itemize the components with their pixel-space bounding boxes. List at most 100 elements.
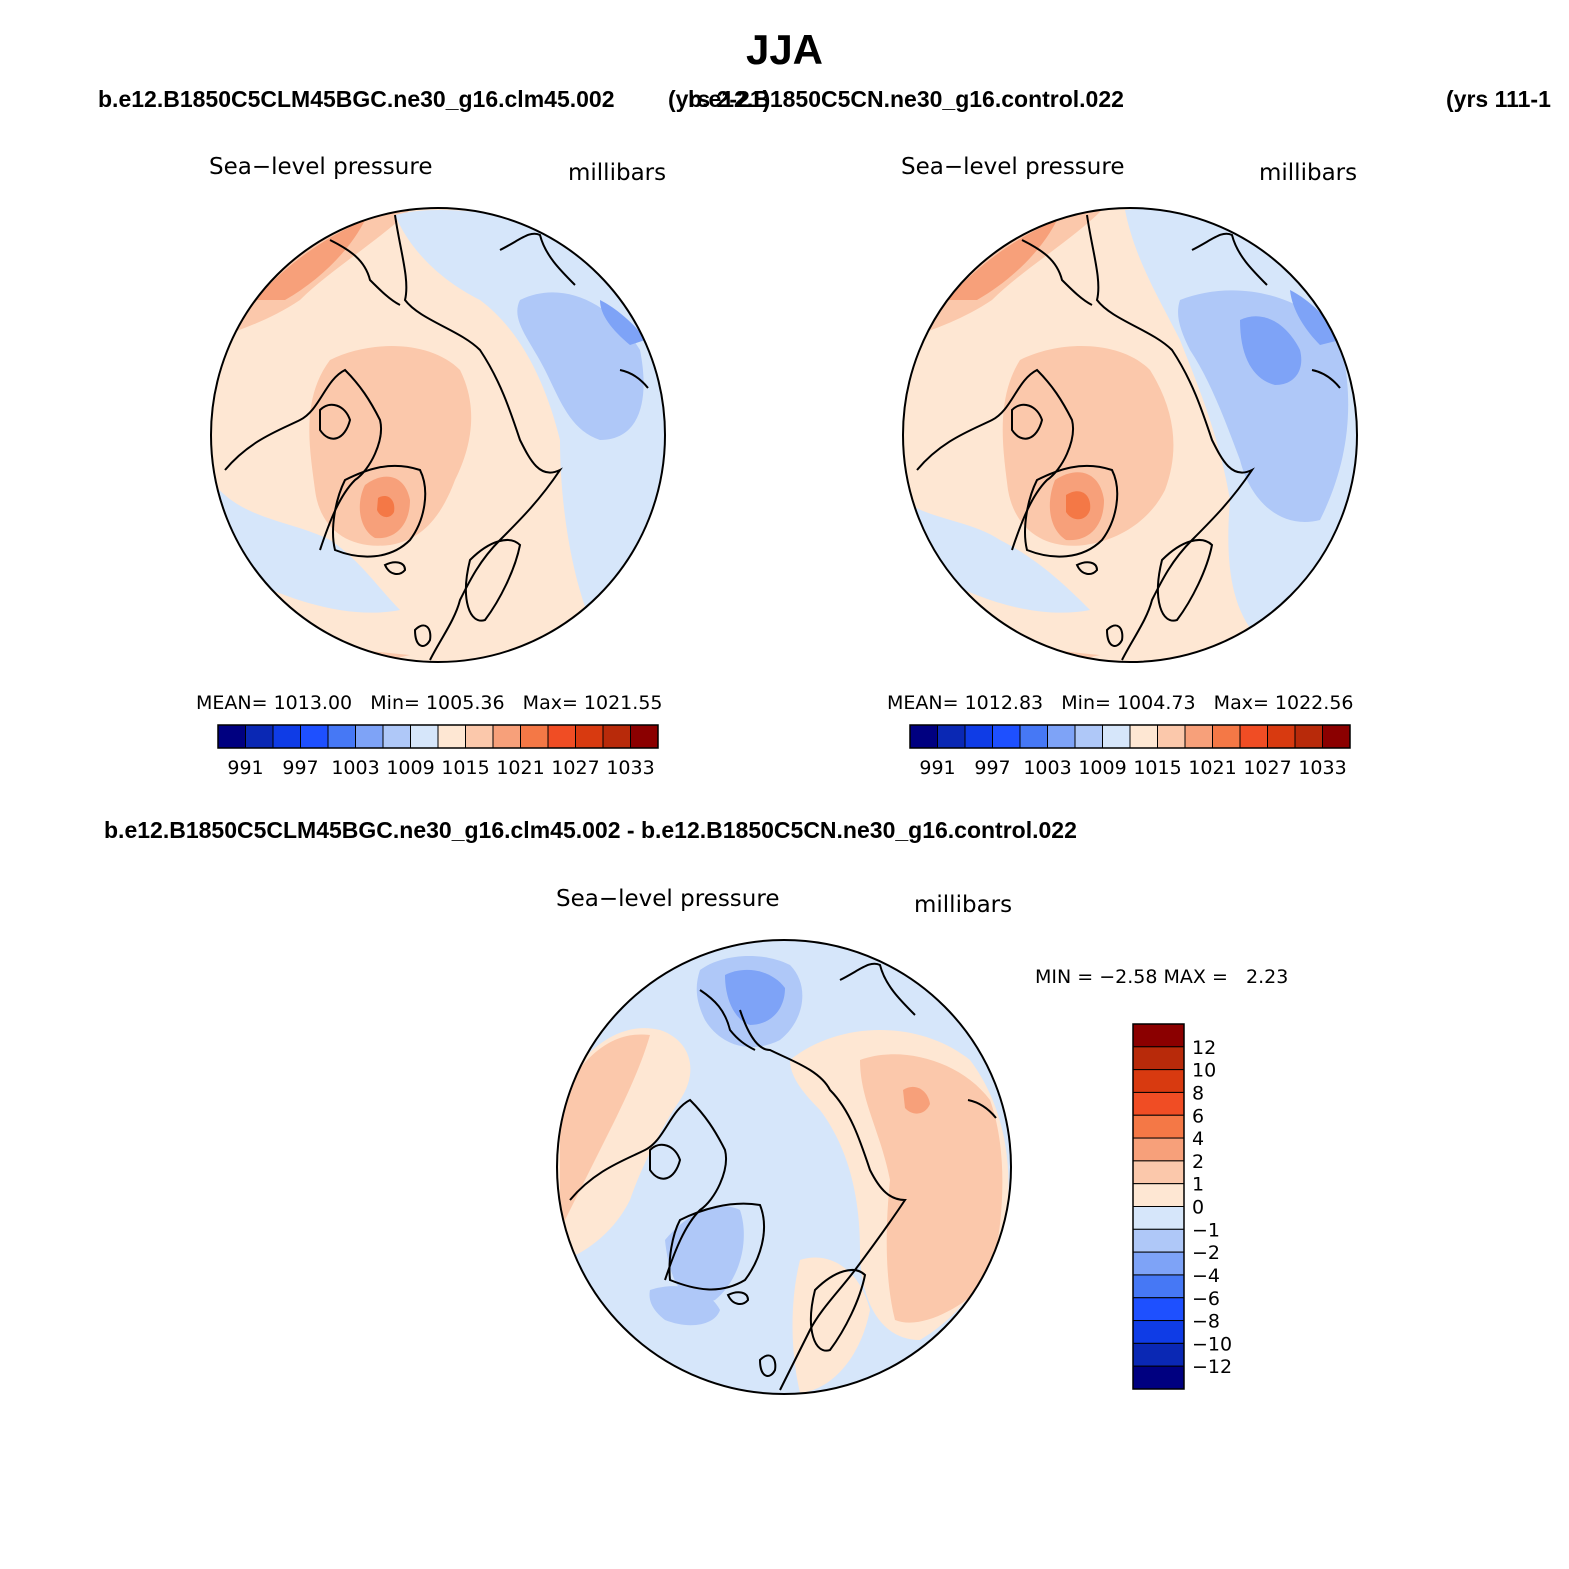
panel1-coast-okhotsk xyxy=(619,369,649,389)
panel3-colorbar-tick-label: 8 xyxy=(1192,1082,1204,1104)
panel3-coast-america xyxy=(569,1098,727,1281)
panel3-min-label: MIN = xyxy=(1035,966,1094,988)
panel2-map xyxy=(903,208,1357,662)
panel3-colorbar-swatch xyxy=(1132,1320,1185,1344)
panel1-units: millibars xyxy=(568,160,667,186)
panel1-colorbar-swatch xyxy=(327,724,356,749)
panel2-colorbar-swatch xyxy=(1129,724,1158,749)
panel3-colorbar-tick-label: 12 xyxy=(1192,1037,1216,1059)
panel2-variable-title: Sea−level pressure xyxy=(901,154,1125,180)
panel3-coast-eurasia xyxy=(739,1009,907,1391)
panel1-colorbar-swatch xyxy=(520,724,549,749)
panel1-coast-uk xyxy=(413,624,432,647)
panel3-map-border xyxy=(556,939,1012,1395)
panel3-coast-baffin xyxy=(649,1143,682,1180)
panel3-negative-atlantic xyxy=(649,1286,720,1326)
panel2-low-siberia-deep xyxy=(1240,316,1302,385)
case-b-label: b.e12.B1850C5CN.ne30_g16.control.022 xyxy=(688,86,1124,112)
panel3-coast-kamchatka xyxy=(839,962,916,1016)
panel1-colorbar-swatch xyxy=(410,724,439,749)
panel2-colorbar-tick-label: 1015 xyxy=(1133,757,1181,779)
panel3-colorbar-swatch xyxy=(1132,1160,1185,1185)
panel2-colorbar: 991 997 1003 1009 1015 1021 1027 1033 xyxy=(909,724,1351,779)
panel3-colorbar-tick-label: 4 xyxy=(1192,1128,1204,1150)
case-a-label: b.e12.B1850C5CLM45BGC.ne30_g16.clm45.002 xyxy=(98,86,615,112)
panel3-positive-europe xyxy=(792,1257,870,1393)
panel1-colorbar-tick-label: 991 xyxy=(227,757,263,779)
panel3-colorbar-swatch xyxy=(1132,1342,1185,1367)
panel3-max-value: 2.23 xyxy=(1246,966,1289,988)
panel3-positive-east-peak xyxy=(903,1086,930,1114)
panel1-coast-iceland xyxy=(383,561,407,575)
panel3-coast-iceland xyxy=(726,1291,750,1305)
panel1-colorbar-swatch xyxy=(547,724,576,749)
panel2-colorbar-swatch xyxy=(1184,724,1213,749)
panel2-mean-label: MEAN= xyxy=(887,692,959,714)
panel3-coast-scandinavia xyxy=(809,1269,867,1352)
panel3-colorbar-tick-label: 6 xyxy=(1192,1105,1204,1127)
panel2-high-pacific-core xyxy=(947,220,1057,300)
panel3-colorbar-tick-label: 0 xyxy=(1192,1197,1204,1219)
panel1-colorbar-tick-label: 997 xyxy=(282,757,318,779)
panel3-colorbar-swatch xyxy=(1132,1228,1185,1253)
panel1-low-siberia-core xyxy=(517,292,644,440)
panel1-variable-title: Sea−level pressure xyxy=(209,154,433,180)
difference-label: b.e12.B1850C5CLM45BGC.ne30_g16.clm45.002… xyxy=(104,817,1077,843)
panel3-max-label: MAX = xyxy=(1163,966,1228,988)
panel1-coast-kamchatka xyxy=(499,232,576,286)
panel1-colorbar-frame xyxy=(217,724,659,749)
panel3-colorbar-swatch xyxy=(1132,1137,1185,1162)
panel1-max-label: Max= xyxy=(522,692,578,714)
panel3-coast-alaska xyxy=(699,989,756,1051)
panel1-colorbar-tick-label: 1021 xyxy=(496,757,544,779)
page-title: JJA xyxy=(745,26,824,73)
panel3-colorbar-tick-label: −10 xyxy=(1192,1333,1232,1355)
panel2-coast-kamchatka xyxy=(1191,232,1268,286)
panel3-colorbar-tick-label: −6 xyxy=(1192,1288,1220,1310)
panel3-colorbar-swatch xyxy=(1132,1297,1185,1322)
panel2-colorbar-tick-label: 997 xyxy=(974,757,1010,779)
panel3-colorbar-swatch xyxy=(1132,1046,1185,1071)
panel3-colorbar-tick-label: 10 xyxy=(1192,1060,1216,1082)
panel2-colorbar-tick-label: 1033 xyxy=(1298,757,1346,779)
panel1-colorbar-swatch xyxy=(630,724,659,749)
panel2-colorbar-tick-label: 1003 xyxy=(1023,757,1071,779)
panel1-colorbar-swatch xyxy=(575,724,604,749)
panel2-colorbar-swatch xyxy=(1019,724,1048,749)
panel2-colorbar-swatch xyxy=(1294,724,1323,749)
panel2-coast-greenland xyxy=(1024,464,1119,558)
panel3-colorbar-tick-label: −12 xyxy=(1192,1356,1232,1378)
panel1-coast-alaska xyxy=(329,239,401,306)
panel1-colorbar-swatch xyxy=(602,724,631,749)
panel3-units: millibars xyxy=(914,892,1013,918)
panel3-coast-uk xyxy=(758,1354,777,1377)
panel3-colorbar-swatch xyxy=(1132,1206,1185,1230)
panel2-colorbar-swatch xyxy=(937,724,966,749)
panel3-colorbar-swatch xyxy=(1132,1069,1185,1093)
panel1-low-siberia-deep xyxy=(600,300,645,345)
panel2-units: millibars xyxy=(1259,160,1358,186)
panel3-variable-title: Sea−level pressure xyxy=(556,886,780,912)
panel1-colorbar-tick-label: 1003 xyxy=(331,757,379,779)
panel2-coast-america xyxy=(916,368,1074,551)
panel1-colorbar-swatch xyxy=(437,724,466,749)
panel2-colorbar-swatch xyxy=(1157,724,1186,749)
panel3-colorbar-swatch xyxy=(1132,1091,1185,1116)
panel1-coastlines xyxy=(224,214,649,661)
panel3-map xyxy=(557,940,1011,1394)
panel2-high-greenland-core xyxy=(1066,491,1091,520)
panel2-colorbar-tick-label: 1021 xyxy=(1188,757,1236,779)
panel3-colorbar-tick-label: −2 xyxy=(1192,1242,1220,1264)
panel3-positive-east-core xyxy=(860,1054,1003,1323)
panel2-coast-iceland xyxy=(1075,561,1099,575)
panel1-colorbar-swatch xyxy=(465,724,494,749)
case-b-years: (yrs 111-1 xyxy=(1446,86,1551,112)
panel3-colorbar-swatch xyxy=(1132,1365,1185,1390)
panel3-stats: MIN = −2.58 MAX = 2.23 xyxy=(1035,966,1288,988)
panel2-colorbar-swatch xyxy=(1239,724,1268,749)
panel2-colorbar-swatch xyxy=(1267,724,1296,749)
panel2-colorbar-tick-label: 1009 xyxy=(1078,757,1126,779)
panel1-colorbar-tick-label: 1009 xyxy=(386,757,434,779)
panel2-max-value: 1022.56 xyxy=(1274,692,1354,714)
panel3-colorbar-tick-label: −8 xyxy=(1192,1311,1220,1333)
